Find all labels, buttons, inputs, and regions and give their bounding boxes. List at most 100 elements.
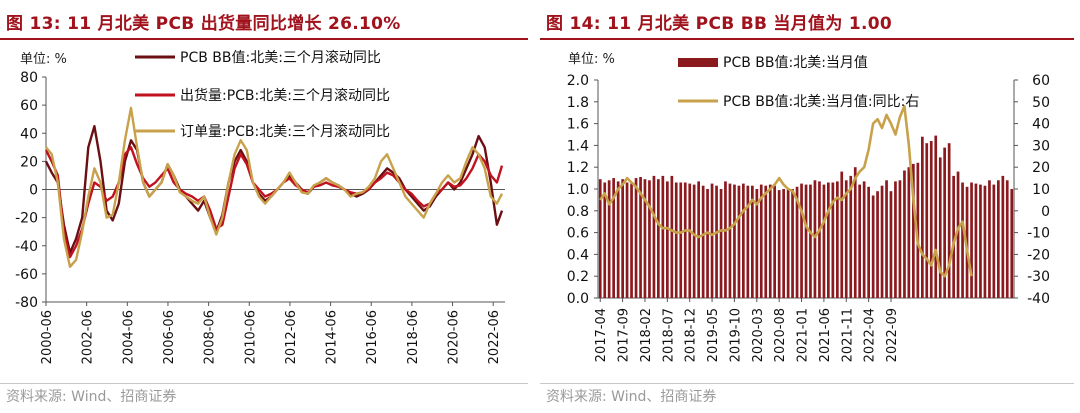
y-left-tick-label: 0.4 xyxy=(567,247,589,263)
x-tick-label: 2022-04 xyxy=(863,308,878,362)
bar xyxy=(679,182,683,298)
bar xyxy=(777,190,781,298)
y-left-tick-label: 1.0 xyxy=(567,182,589,198)
x-tick-label: 2006-06 xyxy=(162,310,177,364)
y-left-tick-label: 1.4 xyxy=(567,138,589,154)
x-tick-label: 2021-01 xyxy=(796,308,811,362)
y-tick-label: 0 xyxy=(29,183,38,199)
y-tick-label: 20 xyxy=(20,154,38,170)
bar xyxy=(782,189,785,298)
bar xyxy=(988,180,991,298)
bar xyxy=(943,147,946,298)
bar xyxy=(840,171,844,298)
bar xyxy=(742,183,745,298)
legend-swatch-bar xyxy=(678,58,718,67)
y-right-tick-label: -20 xyxy=(1027,247,1050,263)
legend-label: PCB BB值:北美:当月值:同比:右 xyxy=(723,94,919,110)
y-tick-label: -20 xyxy=(15,211,38,227)
yoy-line xyxy=(599,104,973,278)
bar xyxy=(849,175,853,298)
bar xyxy=(1001,175,1005,298)
bar xyxy=(755,189,759,298)
bar xyxy=(867,186,870,298)
bar xyxy=(813,180,817,298)
x-tick-label: 2018-07 xyxy=(661,308,676,362)
bar xyxy=(992,184,996,298)
bar xyxy=(983,185,987,298)
bar xyxy=(921,136,924,298)
bar xyxy=(876,191,879,298)
bar xyxy=(853,167,857,298)
x-tick-label: 2000-06 xyxy=(40,310,55,364)
bar xyxy=(625,182,629,298)
bar xyxy=(710,183,714,298)
y-right-tick-label: 10 xyxy=(1032,182,1050,198)
right-chart-panel: 图 14: 11 月北美 PCB BB 当月值为 1.00 单位: % 0.0 0.… xyxy=(540,0,1080,413)
bar xyxy=(706,189,709,298)
bar xyxy=(607,180,611,298)
bar xyxy=(715,185,718,298)
bar xyxy=(746,185,750,298)
y-right-tick-label: 20 xyxy=(1032,160,1050,176)
x-tick-label: 2018-12 xyxy=(684,308,699,362)
y-left-tick-label: 1.2 xyxy=(567,160,589,176)
bar xyxy=(862,181,866,298)
x-tick-label: 2020-03 xyxy=(751,308,766,362)
bar xyxy=(674,182,678,298)
bar xyxy=(737,185,741,298)
bar xyxy=(666,181,669,298)
bar xyxy=(719,189,723,298)
x-tick-label: 2002-06 xyxy=(81,310,96,364)
bar xyxy=(733,184,736,298)
x-tick-label: 2004-06 xyxy=(121,310,136,364)
y-left-tick-label: 0.8 xyxy=(567,204,589,220)
x-tick-label: 2018-06 xyxy=(406,310,421,364)
bar xyxy=(728,183,732,298)
bar xyxy=(979,184,982,298)
bar xyxy=(831,182,835,298)
bar xyxy=(759,184,763,298)
x-tick-label: 2010-06 xyxy=(243,310,258,364)
left-source-rule xyxy=(0,383,528,384)
bar xyxy=(701,185,705,298)
bar xyxy=(947,143,951,298)
left-chart-svg: 单位: % -80 -60 -40 -20 0 20 40 60 80 2000-06 2002-06… xyxy=(15,49,505,364)
bar xyxy=(612,178,615,298)
bar xyxy=(907,167,911,298)
bar xyxy=(697,181,700,298)
x-tick-label: 2022-06 xyxy=(487,310,502,364)
bar xyxy=(961,182,964,298)
bar xyxy=(970,182,973,298)
y-tick-label: -40 xyxy=(15,239,38,255)
y-tick-label: 60 xyxy=(20,98,38,114)
left-chart-title: 图 13: 11 月北美 PCB 出货量同比增长 26.10% xyxy=(6,14,401,34)
bar xyxy=(791,189,794,298)
bar xyxy=(603,182,607,298)
bar xyxy=(956,171,960,298)
bar xyxy=(871,195,875,298)
x-tick-label: 2014-06 xyxy=(325,310,340,364)
bar xyxy=(800,183,803,298)
bar xyxy=(916,162,920,298)
bar xyxy=(885,180,888,298)
bar xyxy=(827,182,830,298)
left-unit-label: 单位: % xyxy=(20,52,67,67)
bar xyxy=(764,185,768,298)
bar xyxy=(912,163,915,298)
bar xyxy=(643,179,647,298)
bar xyxy=(903,170,906,298)
x-tick-label: 2019-05 xyxy=(706,308,721,362)
y-right-tick-label: -10 xyxy=(1027,226,1050,242)
y-left-tick-label: 1.8 xyxy=(567,95,589,111)
bar xyxy=(692,184,696,298)
y-tick-label: 80 xyxy=(20,70,38,86)
bar xyxy=(974,183,978,298)
bar xyxy=(858,184,861,298)
bar xyxy=(1010,189,1014,298)
x-tick-label: 2021-06 xyxy=(818,308,833,362)
x-tick-label: 2017-04 xyxy=(594,308,609,362)
legend-label: 订单量:PCB:北美:三个月滚动同比 xyxy=(180,123,390,140)
bar xyxy=(630,183,633,298)
bar xyxy=(1005,180,1009,298)
bar xyxy=(952,175,955,298)
